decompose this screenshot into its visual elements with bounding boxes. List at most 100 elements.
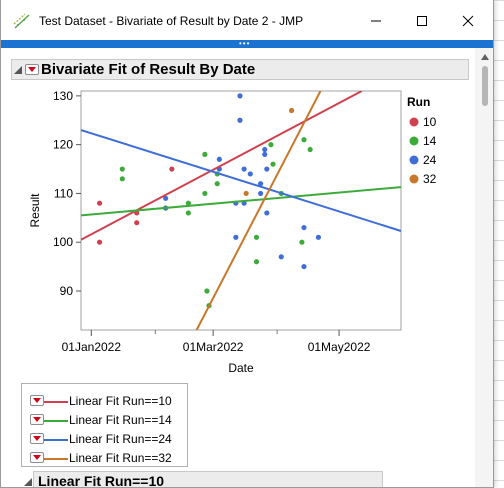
data-point-run-24: [163, 195, 169, 201]
legend-marker-run-24: [409, 155, 419, 165]
outline-header-bar: [11, 59, 469, 80]
linear-fit-section-title: Linear Fit Run==10: [38, 473, 165, 488]
data-point-run-24: [258, 190, 264, 197]
x-tick-label: 01Jan2022: [62, 340, 122, 354]
fit-line-swatch: [44, 439, 68, 441]
legend-marker-run-32: [409, 174, 419, 184]
x-tick-label: 01Mar2022: [183, 340, 244, 354]
close-icon: [462, 15, 474, 27]
red-triangle-menu-button[interactable]: [30, 452, 44, 463]
data-point-run-10: [169, 166, 175, 172]
maximize-icon: [417, 16, 427, 26]
data-point-run-14: [185, 200, 191, 206]
minimize-button[interactable]: [353, 0, 399, 42]
toolbar-collapse-strip[interactable]: •••: [1, 39, 493, 48]
drag-handle-dots-icon: •••: [239, 39, 251, 48]
y-axis-label: Result: [28, 193, 42, 228]
fit-line-run-24: [81, 129, 401, 232]
data-point-run-24: [278, 254, 284, 260]
scrollbar-thumb[interactable]: [482, 66, 488, 106]
sub-outline-header-bar: [33, 471, 383, 487]
fit-line-swatch: [44, 420, 68, 422]
fit-line-run-14: [81, 186, 401, 217]
data-point-run-14: [299, 239, 305, 245]
data-point-run-14: [301, 137, 307, 143]
data-point-run-14: [270, 161, 276, 167]
title-bar: Test Dataset - Bivariate of Result by Da…: [1, 0, 493, 42]
fit-line-run-10: [81, 91, 363, 241]
data-point-run-10: [96, 200, 103, 206]
data-point-run-32: [288, 107, 295, 114]
data-point-run-14: [202, 151, 208, 158]
data-point-run-10: [134, 220, 140, 226]
fit-legend-item: Linear Fit Run==24: [22, 428, 189, 446]
data-point-run-24: [233, 234, 239, 240]
legend-marker-run-10: [409, 117, 419, 127]
scroll-up-arrow-icon[interactable]: [479, 52, 491, 62]
x-axis-label: Date: [228, 361, 254, 375]
data-point-run-24: [216, 156, 222, 162]
data-point-run-24: [264, 210, 270, 216]
fit-legend-box: Linear Fit Run==10 Linear Fit Run==14 Line…: [21, 383, 188, 467]
data-point-run-24: [262, 151, 268, 158]
red-triangle-menu-button[interactable]: [25, 64, 39, 75]
red-triangle-menu-button[interactable]: [30, 433, 44, 444]
data-point-run-14: [119, 166, 125, 172]
data-point-run-24: [241, 166, 247, 172]
collapse-triangle-icon[interactable]: [13, 65, 23, 75]
legend-marker-run-14: [409, 136, 419, 146]
data-point-run-14: [253, 259, 260, 265]
fit-legend-label: Linear Fit Run==24: [69, 432, 172, 446]
maximize-button[interactable]: [399, 0, 445, 42]
data-point-run-14: [185, 210, 191, 216]
x-tick-label: 01May2022: [308, 340, 371, 354]
data-point-run-14: [214, 181, 220, 187]
data-point-run-14: [268, 142, 274, 148]
data-point-run-24: [264, 166, 270, 172]
data-point-run-10: [96, 239, 103, 245]
fit-legend-label: Linear Fit Run==32: [69, 451, 172, 465]
legend-label-run-24: 24: [423, 153, 437, 167]
red-triangle-menu-button[interactable]: [30, 395, 44, 406]
fit-legend-label: Linear Fit Run==10: [69, 394, 172, 408]
legend-label-run-14: 14: [423, 134, 437, 148]
vertical-scrollbar[interactable]: [475, 48, 493, 487]
data-point-run-32: [243, 190, 249, 197]
fit-line-run-32: [195, 91, 322, 330]
y-tick-label: 90: [60, 284, 74, 298]
report-title: Bivariate Fit of Result By Date: [41, 61, 256, 78]
legend-label-run-32: 32: [423, 172, 437, 186]
data-point-run-14: [119, 176, 125, 182]
data-point-run-14: [204, 288, 210, 294]
fit-line-swatch: [44, 458, 68, 460]
data-point-run-14: [253, 234, 260, 240]
fit-legend-item: Linear Fit Run==14: [22, 409, 189, 427]
data-point-run-24: [301, 263, 307, 270]
collapse-triangle-icon[interactable]: [23, 477, 33, 487]
fit-line-swatch: [44, 401, 68, 403]
y-tick-label: 110: [54, 186, 73, 200]
close-button[interactable]: [445, 0, 491, 42]
window-title: Test Dataset - Bivariate of Result by Da…: [39, 14, 304, 28]
data-point-run-24: [301, 224, 307, 231]
jmp-app-icon: [13, 13, 30, 29]
legend-label-run-10: 10: [423, 115, 437, 129]
data-point-run-24: [262, 146, 268, 153]
data-point-run-24: [258, 181, 264, 187]
y-tick-label: 130: [53, 89, 73, 103]
fit-legend-label: Linear Fit Run==14: [69, 413, 172, 427]
y-tick-label: 120: [53, 138, 73, 152]
data-point-run-24: [237, 117, 243, 123]
minimize-icon: [371, 20, 381, 22]
y-tick-label: 100: [53, 235, 73, 249]
data-point-run-14: [202, 190, 208, 197]
fit-legend-item: Linear Fit Run==10: [22, 390, 189, 408]
legend-title: Run: [407, 95, 430, 109]
data-point-run-24: [247, 171, 253, 177]
bivariate-scatter-plot: 90 100 110 120 130 01Jan2022 01Mar2022 01May202…: [28, 89, 437, 375]
fit-legend-item: Linear Fit Run==32: [22, 447, 189, 465]
red-triangle-menu-button[interactable]: [30, 414, 44, 425]
data-point-run-14: [307, 146, 313, 153]
data-point-run-24: [315, 234, 322, 240]
